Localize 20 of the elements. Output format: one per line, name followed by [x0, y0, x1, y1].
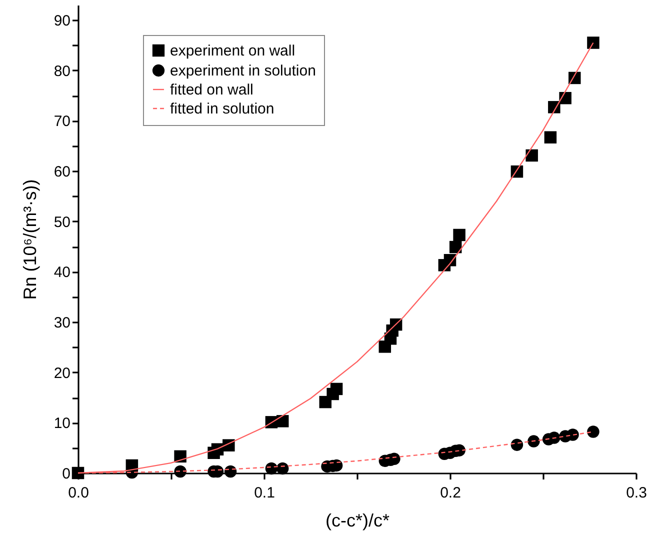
y-tick-label: 90 — [54, 12, 70, 30]
y-tick-label: 80 — [54, 62, 70, 80]
y-tick-label: 10 — [54, 415, 70, 432]
x-tick-label: 0.2 — [440, 484, 461, 502]
legend-label: fitted in solution — [170, 100, 274, 118]
y-tick-label: 0 — [62, 466, 70, 482]
y-tick-label: 30 — [54, 314, 70, 332]
legend-label: experiment in solution — [170, 62, 316, 80]
y-tick-label: 70 — [54, 113, 70, 130]
y-axis-title: Rn (10⁶/(m³·s)) — [20, 179, 40, 300]
y-tick-label: 40 — [54, 264, 70, 282]
legend-label: fitted on wall — [170, 82, 254, 98]
x-axis-title: (c-c*)/c* — [326, 510, 390, 530]
legend-label: experiment on wall — [170, 42, 296, 60]
y-tick-label: 50 — [54, 214, 70, 231]
x-tick-label: 0.3 — [626, 484, 647, 502]
x-tick-label: 0.0 — [68, 484, 89, 502]
x-tick-label: 0.1 — [254, 484, 275, 502]
y-tick-label: 20 — [54, 364, 70, 382]
y-tick-label: 60 — [54, 164, 70, 181]
